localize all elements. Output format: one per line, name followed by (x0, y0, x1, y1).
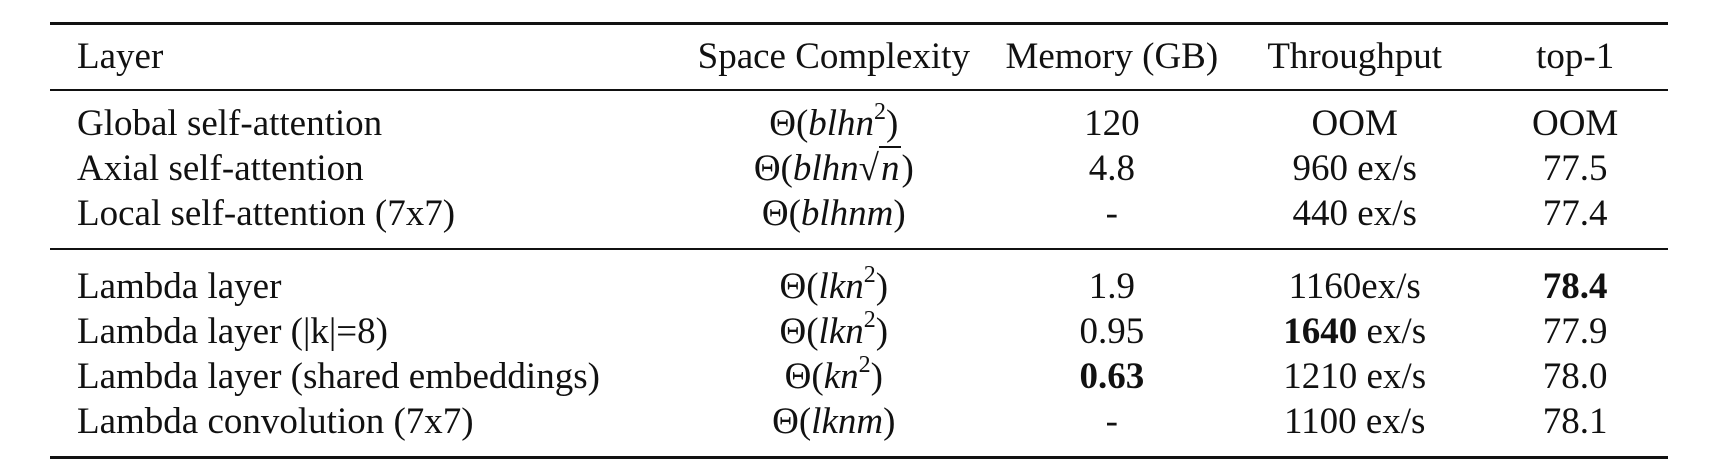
throughput-best-value: 1640 (1283, 310, 1358, 352)
header-throughput: Throughput (1227, 22, 1483, 91)
cell-layer: Lambda layer (50, 248, 672, 309)
cell-top1: OOM (1531, 102, 1619, 144)
cell-top1: 77.5 (1542, 147, 1608, 189)
cell-top1-best: 78.4 (1482, 248, 1668, 309)
cell-throughput: 1100 ex/s (1227, 399, 1483, 459)
results-table: Layer Space Complexity Memory (GB) Throu… (50, 22, 1668, 459)
cell-layer: Lambda layer (|k|=8) (77, 310, 388, 352)
throughput-unit: ex/s (1357, 310, 1427, 352)
cell-complexity: Θ(lknm) (671, 399, 997, 459)
cell-throughput: 960 ex/s (1292, 147, 1417, 189)
cell-memory-best: 0.63 (1079, 355, 1145, 397)
table-header-row: Layer Space Complexity Memory (GB) Throu… (50, 22, 1668, 91)
table-row: Axial self-attention Θ(blhn√n) 4.8 960 e… (50, 145, 1668, 191)
cell-memory: 4.8 (1088, 147, 1135, 189)
cell-memory: - (996, 399, 1228, 459)
cell-memory: 0.95 (1079, 310, 1145, 352)
cell-complexity: Θ(blhnm) (761, 192, 906, 234)
table-row: Lambda convolution (7x7) Θ(lknm) - 1100 … (50, 399, 1668, 459)
cell-throughput: 1160ex/s (1227, 248, 1483, 309)
cell-throughput: 1210 ex/s (1283, 355, 1427, 397)
table-row: Lambda layer (|k|=8) Θ(lkn2) 0.95 1640 e… (50, 307, 1668, 354)
cell-layer: Lambda layer (shared embeddings) (77, 355, 600, 397)
cell-top1: 77.4 (1542, 192, 1608, 234)
cell-complexity: Θ(blhn√n) (753, 145, 914, 189)
cell-layer: Lambda convolution (7x7) (50, 399, 672, 459)
cell-throughput: OOM (1311, 102, 1398, 144)
table-row: Local self-attention (7x7) Θ(blhnm) - 44… (50, 191, 1668, 249)
header-memory: Memory (GB) (996, 22, 1228, 91)
cell-memory: - (1105, 192, 1118, 234)
cell-throughput: 440 ex/s (1292, 192, 1417, 234)
cell-layer: Local self-attention (7x7) (77, 192, 456, 234)
cell-layer: Global self-attention (77, 102, 383, 144)
table-row: Lambda layer (shared embeddings) Θ(kn2) … (50, 352, 1668, 399)
cell-complexity: Θ(lkn2) (671, 248, 997, 309)
header-top1: top-1 (1482, 22, 1668, 91)
cell-memory: 120 (1084, 102, 1140, 144)
header-space-complexity: Space Complexity (671, 22, 997, 91)
cell-complexity: Θ(kn2) (784, 352, 883, 397)
cell-complexity: Θ(lkn2) (779, 307, 889, 352)
cell-top1: 78.0 (1542, 355, 1608, 397)
cell-layer: Axial self-attention (77, 147, 364, 189)
cell-throughput: 1640 ex/s (1227, 309, 1482, 354)
table-row: Global self-attention Θ(blhn2) 120 OOM O… (50, 90, 1668, 146)
cell-top1: 78.1 (1482, 399, 1668, 459)
cell-memory: 1.9 (996, 248, 1228, 309)
cell-complexity: Θ(blhn2) (769, 99, 899, 144)
header-layer: Layer (50, 22, 672, 91)
cell-top1: 77.9 (1542, 310, 1608, 352)
table-row: Lambda layer Θ(lkn2) 1.9 1160ex/s 78.4 (50, 248, 1668, 309)
